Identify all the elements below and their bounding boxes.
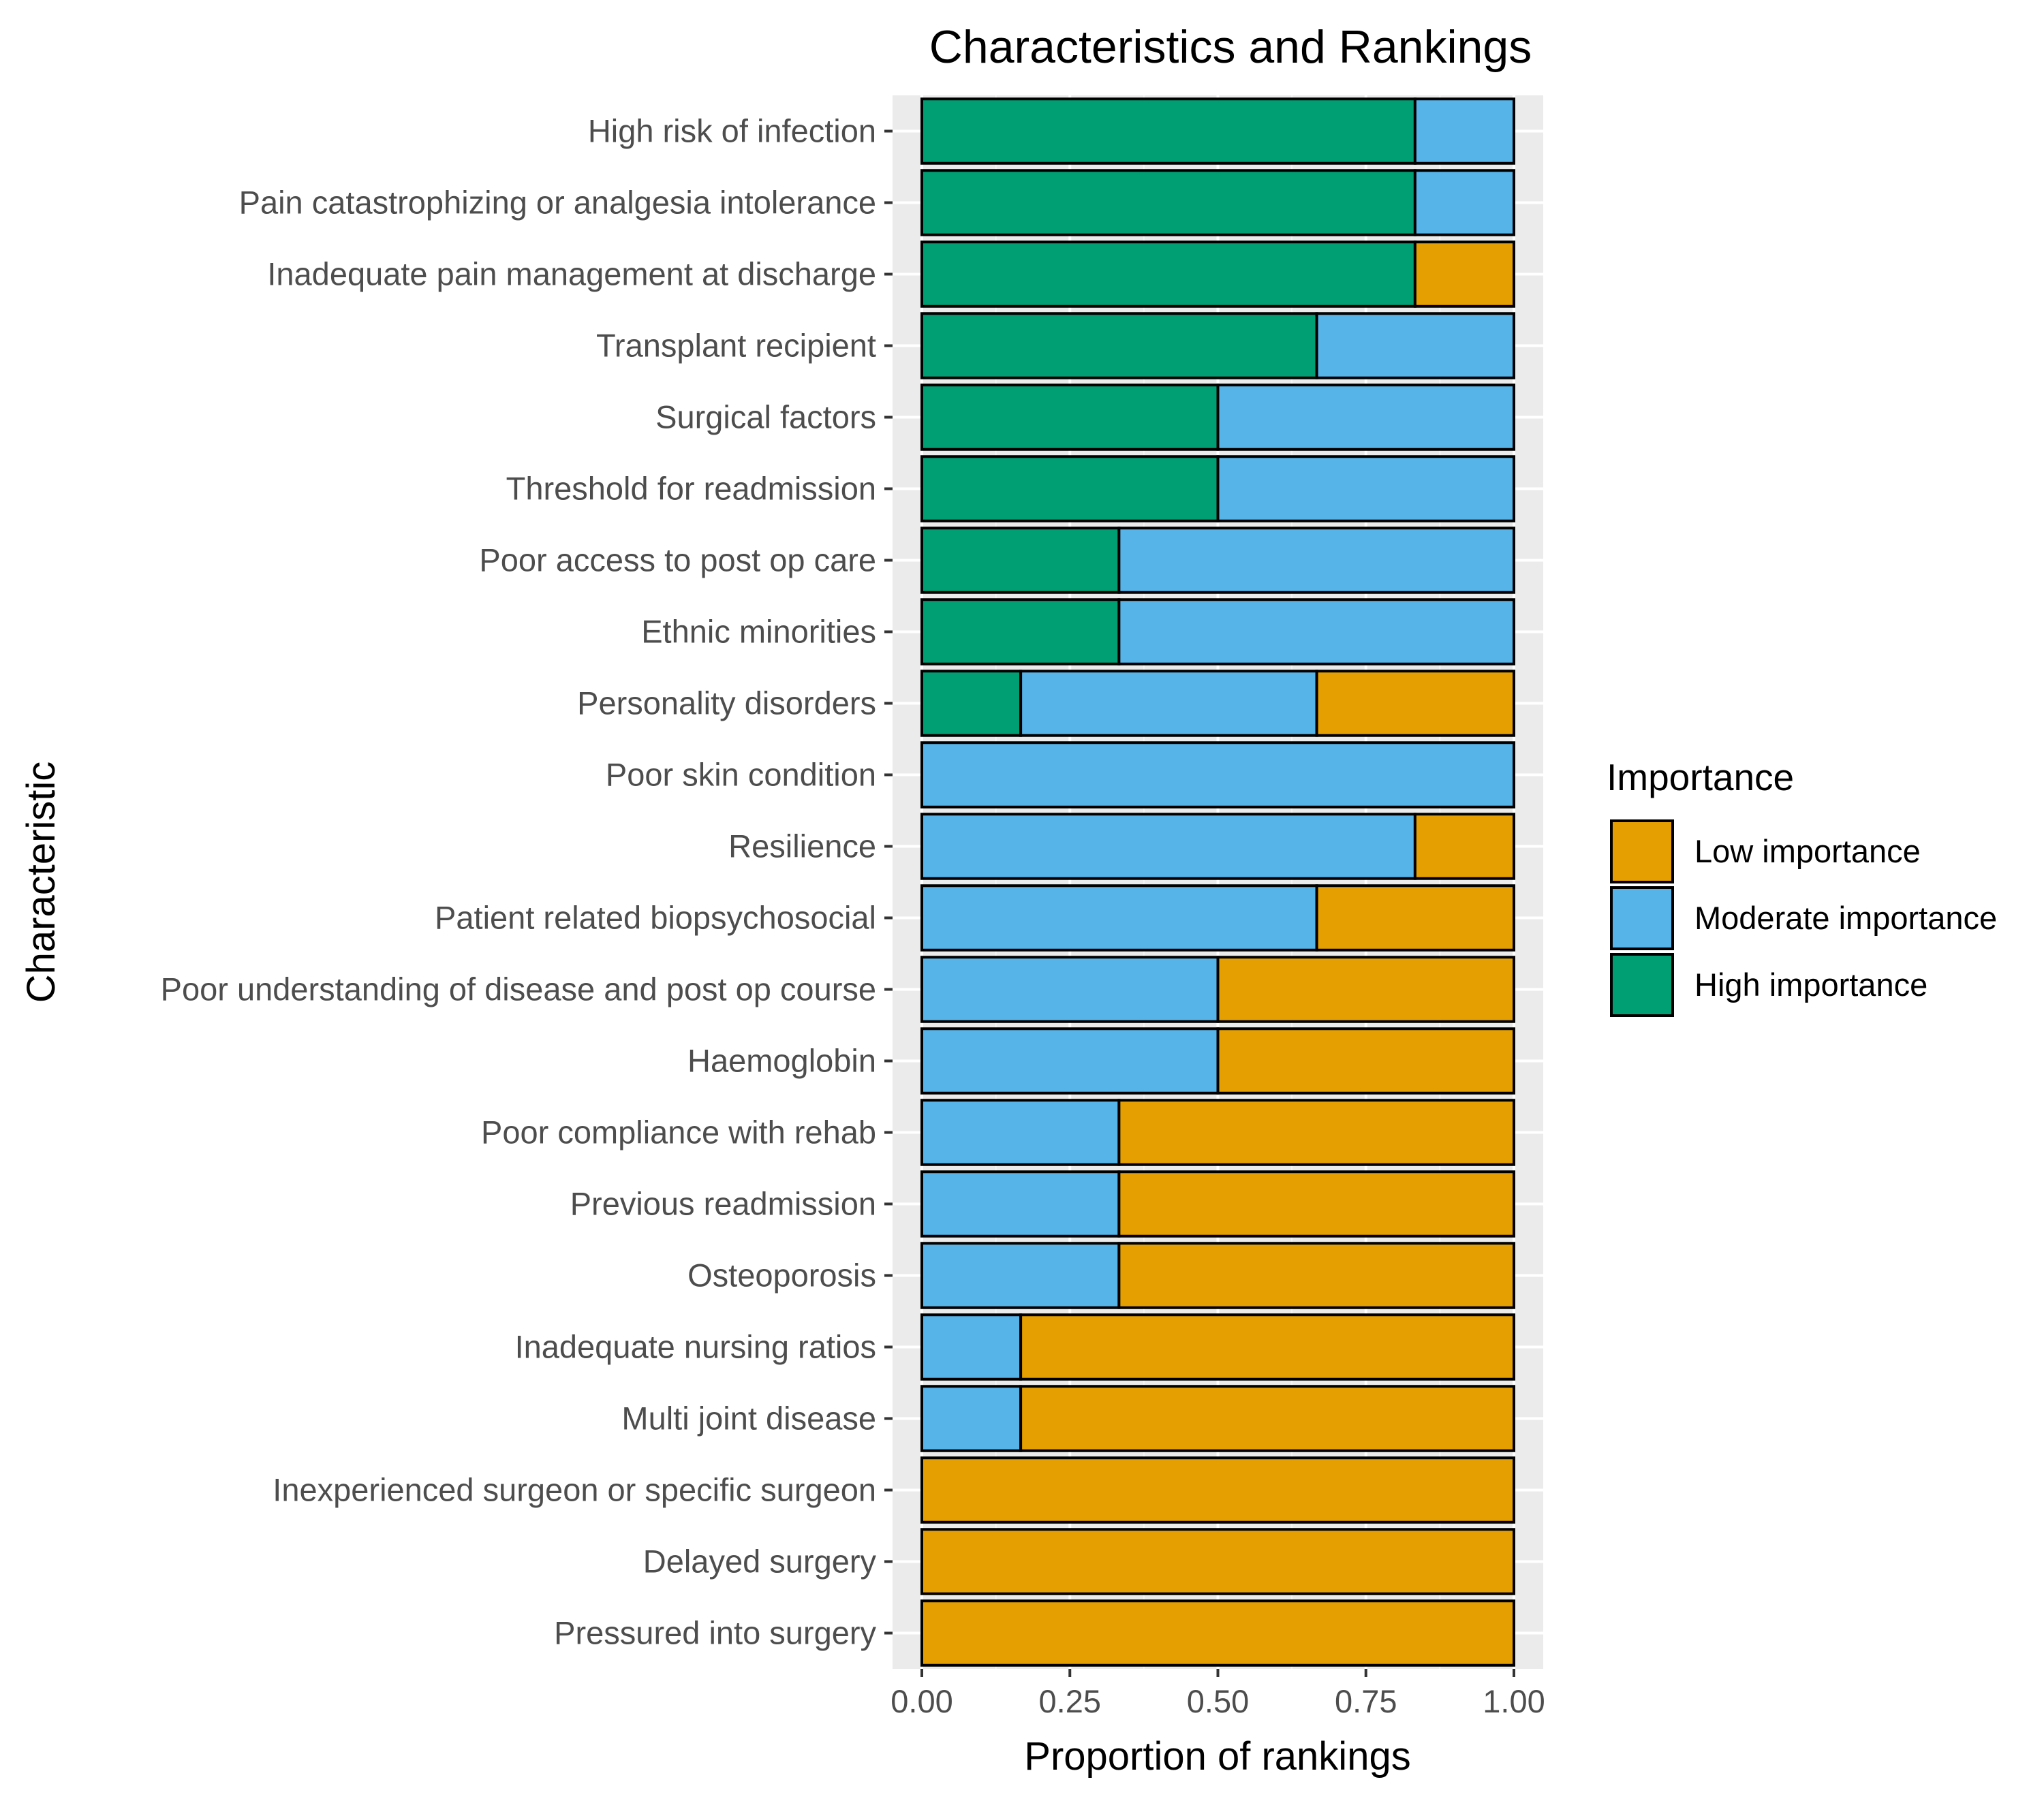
bar-segment-moderate-importance: [920, 813, 1416, 880]
y-tick-label: Multi joint disease: [621, 1400, 876, 1437]
y-tick-label: Inadequate nursing ratios: [515, 1329, 876, 1365]
bar-segment-moderate-importance: [1216, 455, 1515, 522]
legend-key-moderate-importance: [1610, 886, 1674, 950]
bar-segment-low-importance: [920, 1456, 1515, 1524]
bar-segment-moderate-importance: [920, 956, 1220, 1023]
legend-title: Importance: [1607, 756, 1794, 798]
x-tick-label: 0.50: [1187, 1683, 1249, 1719]
bar-segment-moderate-importance: [920, 1170, 1121, 1238]
bar-segment-moderate-importance: [1413, 97, 1515, 165]
legend: Importance Low importance Moderate import…: [1607, 756, 1997, 1017]
bar-segment-moderate-importance: [920, 741, 1515, 809]
y-tick-label: Inexperienced surgeon or specific surgeo…: [273, 1472, 876, 1508]
bar-segment-moderate-importance: [1413, 169, 1515, 236]
bar-segment-moderate-importance: [920, 1242, 1121, 1309]
y-tick-label: Ethnic minorities: [641, 614, 876, 650]
y-tick-label: Poor compliance with rehab: [481, 1114, 876, 1150]
x-tick-label: 0.00: [891, 1683, 953, 1719]
legend-key-high-importance: [1610, 953, 1674, 1017]
y-tick-label: Pain catastrophizing or analgesia intole…: [239, 185, 876, 221]
y-tick-label: Delayed surgery: [643, 1544, 877, 1580]
bar-segment-moderate-importance: [920, 1313, 1023, 1381]
bar-segment-low-importance: [1413, 813, 1515, 880]
y-tick-label: Patient related biopsychosocial: [435, 900, 876, 936]
bar-segment-high-importance: [920, 670, 1023, 737]
bar-segment-low-importance: [1315, 884, 1516, 952]
legend-label: Low importance: [1694, 833, 1921, 869]
bar-segment-moderate-importance: [1216, 383, 1515, 451]
y-tick-label: Haemoglobin: [687, 1043, 876, 1079]
bar-segment-high-importance: [920, 312, 1318, 379]
bar-segment-low-importance: [1315, 670, 1516, 737]
y-tick-label: Poor access to post op care: [479, 542, 876, 578]
bar-segment-low-importance: [1216, 1027, 1515, 1095]
bar-segment-low-importance: [920, 1528, 1515, 1595]
chart-title: Characteristics and Rankings: [929, 21, 1532, 73]
bar-segment-moderate-importance: [1117, 527, 1515, 594]
bar-segment-high-importance: [920, 455, 1220, 522]
bar-segment-low-importance: [1019, 1313, 1516, 1381]
x-tick-label: 1.00: [1483, 1683, 1545, 1719]
y-tick-label: Resilience: [728, 828, 876, 864]
y-tick-label: Inadequate pain management at discharge: [267, 256, 876, 292]
x-axis-title: Proportion of rankings: [1024, 1734, 1410, 1779]
y-tick-label: High risk of infection: [588, 113, 876, 149]
bar-segment-low-importance: [920, 1599, 1515, 1667]
y-tick-label: Surgical factors: [655, 399, 876, 435]
y-tick-label: Pressured into surgery: [554, 1615, 876, 1651]
bar-segment-high-importance: [920, 527, 1121, 594]
bar-segment-low-importance: [1019, 1385, 1516, 1452]
bar-segment-high-importance: [920, 383, 1220, 451]
y-tick-label: Personality disorders: [577, 685, 876, 721]
bar-segment-moderate-importance: [1117, 598, 1515, 665]
bar-segment-high-importance: [920, 97, 1416, 165]
bar-segment-moderate-importance: [920, 1027, 1220, 1095]
y-tick-label: Poor skin condition: [606, 757, 876, 793]
y-tick-label: Transplant recipient: [596, 328, 876, 364]
x-axis: 0.00 0.25 0.50 0.75 1.00: [891, 1669, 1545, 1719]
legend-label: Moderate importance: [1694, 900, 1997, 936]
y-tick-label: Osteoporosis: [687, 1257, 876, 1294]
bar-segment-low-importance: [1117, 1099, 1515, 1166]
legend-label: High importance: [1694, 967, 1927, 1003]
x-tick-label: 0.25: [1039, 1683, 1101, 1719]
bar-segment-low-importance: [1216, 956, 1515, 1023]
bar-segment-moderate-importance: [920, 884, 1318, 952]
bar-segment-low-importance: [1117, 1170, 1515, 1238]
bar-segment-high-importance: [920, 598, 1121, 665]
legend-key-low-importance: [1610, 819, 1674, 883]
bar-segment-high-importance: [920, 169, 1416, 236]
bar-segment-moderate-importance: [1315, 312, 1516, 379]
bar-segment-moderate-importance: [1019, 670, 1318, 737]
bar-segment-high-importance: [920, 240, 1416, 308]
x-tick-label: 0.75: [1335, 1683, 1397, 1719]
y-tick-label: Threshold for readmission: [506, 471, 876, 507]
y-axis-title: Characteristic: [19, 762, 63, 1003]
bar-segment-low-importance: [1413, 240, 1515, 308]
y-tick-label: Poor understanding of disease and post o…: [161, 971, 876, 1007]
bar-segment-moderate-importance: [920, 1099, 1121, 1166]
y-tick-label: Previous readmission: [570, 1186, 876, 1222]
bar-segment-moderate-importance: [920, 1385, 1023, 1452]
bar-segment-low-importance: [1117, 1242, 1515, 1309]
bars: [920, 97, 1516, 1667]
y-axis: High risk of infection Pain catastrophizi…: [161, 113, 893, 1651]
